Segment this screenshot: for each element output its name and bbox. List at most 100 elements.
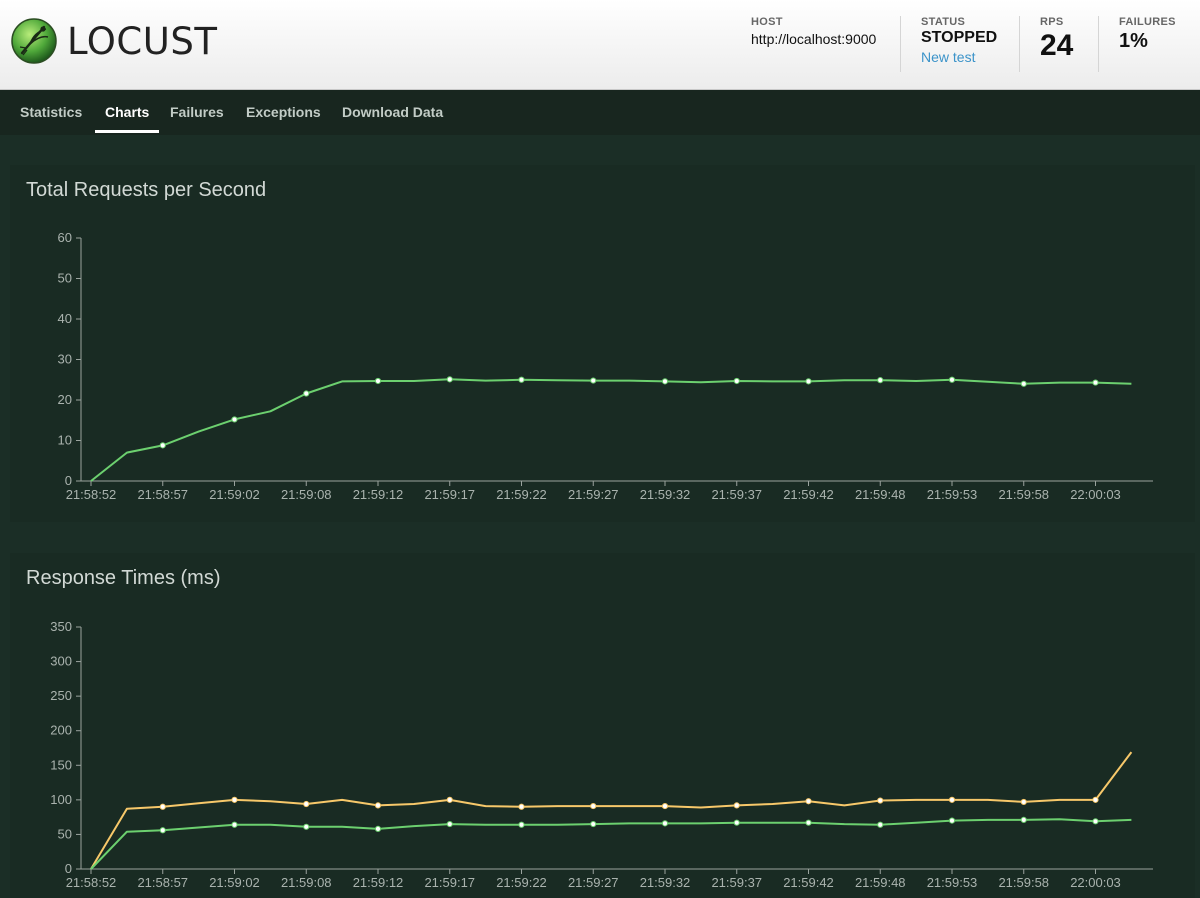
data-point (303, 823, 310, 830)
data-point (661, 802, 669, 810)
x-tick-label: 21:59:08 (281, 875, 332, 890)
data-point (518, 821, 525, 828)
rps-chart: 0 10 20 30 40 50 60 21:58:52 21:58:57 21:59:02 21:… (58, 230, 1153, 502)
rps-chart-panel: Total Requests per Second 0 10 20 30 40 50 60 2… (10, 165, 1195, 522)
data-point (805, 798, 812, 805)
x-tick-label: 21:59:48 (855, 487, 906, 502)
x-tick-label: 21:59:27 (568, 487, 619, 502)
data-point (1092, 796, 1099, 803)
x-tick-label: 21:59:17 (424, 875, 475, 890)
data-point (446, 376, 453, 383)
data-point (877, 797, 884, 804)
data-point (446, 820, 453, 828)
x-tick-label: 21:59:42 (783, 487, 834, 502)
data-point (661, 378, 669, 385)
y-tick-label: 0 (65, 473, 72, 488)
y-tick-label: 60 (58, 230, 72, 245)
x-tick-label: 21:59:53 (927, 875, 978, 890)
header: LOCUST HOST http://localhost:9000 STATUS… (0, 0, 1200, 90)
tab-statistics[interactable]: Statistics (20, 104, 83, 120)
y-tick-label: 40 (58, 311, 72, 326)
data-point (877, 821, 884, 828)
rps-value: 24 (1040, 29, 1074, 62)
x-tick-label: 21:59:27 (568, 875, 619, 890)
series-line-0 (90, 378, 1132, 482)
data-point (374, 802, 382, 809)
locust-logo-icon (11, 18, 57, 64)
x-tick-label: 22:00:03 (1070, 875, 1121, 890)
data-point (446, 796, 453, 803)
y-tick-label: 300 (50, 654, 72, 669)
data-point (518, 376, 525, 383)
data-point (159, 803, 166, 810)
y-tick-label: 250 (50, 688, 72, 703)
data-point (231, 416, 238, 423)
tab-failures[interactable]: Failures (170, 104, 224, 120)
failures-value: 1% (1119, 30, 1148, 52)
x-tick-label: 21:59:22 (496, 487, 547, 502)
data-point (948, 376, 956, 383)
tab-download-data[interactable]: Download Data (342, 104, 444, 120)
data-point (1020, 816, 1027, 824)
data-point (159, 827, 166, 834)
status-value: STOPPED (921, 29, 998, 46)
x-tick-label: 21:58:52 (66, 487, 117, 502)
y-tick-label: 30 (58, 352, 72, 367)
tab-bar: Statistics Charts Failures Exceptions Do… (0, 90, 1200, 135)
data-point (733, 802, 740, 809)
data-point (661, 820, 669, 827)
data-point (1020, 380, 1027, 387)
x-tick-label: 21:58:57 (137, 875, 188, 890)
y-tick-label: 50 (58, 271, 72, 286)
data-point (590, 802, 597, 810)
x-tick-label: 22:00:03 (1070, 487, 1121, 502)
logo[interactable]: LOCUST (10, 17, 217, 65)
host-label: HOST (751, 16, 783, 28)
y-tick-label: 0 (65, 861, 72, 876)
response-times-chart-title: Response Times (ms) (26, 567, 221, 589)
x-tick-label: 21:59:42 (783, 875, 834, 890)
x-tick-label: 21:58:57 (137, 487, 188, 502)
x-tick-label: 21:59:22 (496, 875, 547, 890)
data-point (733, 377, 740, 385)
y-tick-label: 150 (50, 757, 72, 772)
y-tick-label: 100 (50, 792, 72, 807)
data-point (805, 378, 812, 385)
data-point (877, 377, 884, 384)
data-point (590, 820, 597, 828)
x-tick-label: 21:59:02 (209, 875, 260, 890)
app-name: LOCUST (67, 19, 218, 63)
data-point (948, 796, 956, 803)
data-point (231, 821, 238, 828)
status-label: STATUS (921, 16, 966, 28)
rps-stat: RPS 24 (1040, 16, 1099, 72)
data-point (590, 377, 597, 384)
data-point (374, 825, 382, 832)
x-tick-label: 21:59:32 (640, 875, 691, 890)
tab-charts[interactable]: Charts (94, 90, 160, 135)
x-tick-label: 21:59:53 (927, 487, 978, 502)
data-point (159, 442, 166, 449)
series-line-0 (90, 751, 1133, 870)
x-tick-label: 21:59:17 (424, 487, 475, 502)
response-times-chart: 0 50 100 150 200 250 300 350 21:58:52 21:58:57 21:… (50, 619, 1153, 890)
data-point (374, 377, 382, 385)
host-value: http://localhost:9000 (751, 31, 877, 47)
x-tick-label: 21:58:52 (66, 875, 117, 890)
data-point (303, 800, 310, 808)
data-point (518, 803, 525, 810)
x-tick-label: 21:59:37 (711, 875, 762, 890)
y-tick-label: 350 (50, 619, 72, 634)
data-point (231, 796, 238, 803)
new-test-link[interactable]: New test (921, 49, 976, 65)
x-tick-label: 21:59:37 (711, 487, 762, 502)
x-tick-label: 21:59:12 (353, 875, 404, 890)
data-point (805, 819, 812, 826)
data-point (733, 819, 740, 826)
rps-label: RPS (1040, 16, 1064, 28)
failures-label: FAILURES (1119, 16, 1176, 28)
data-point (948, 817, 956, 824)
series-line-1 (90, 818, 1132, 870)
tab-exceptions[interactable]: Exceptions (246, 104, 321, 120)
status-stat: STATUS STOPPED New test (921, 16, 1020, 72)
